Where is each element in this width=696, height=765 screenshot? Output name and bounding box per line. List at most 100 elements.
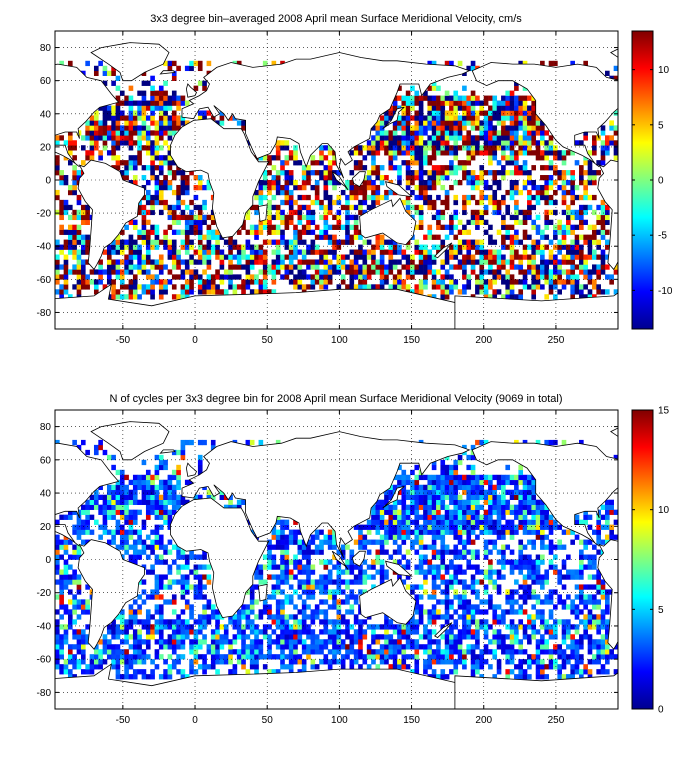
data-cell: [445, 150, 450, 155]
data-cell: [176, 654, 181, 659]
data-cell: [349, 659, 354, 664]
data-cell: [466, 540, 471, 545]
data-cell: [375, 525, 380, 530]
data-cell: [194, 639, 199, 644]
data-cell: [380, 245, 385, 250]
data-cell: [505, 115, 510, 120]
data-cell: [72, 530, 77, 535]
data-cell: [120, 101, 125, 106]
data-cell: [471, 520, 476, 525]
data-cell: [254, 584, 259, 589]
data-cell: [324, 264, 329, 269]
data-cell: [471, 264, 476, 269]
data-cell: [250, 599, 255, 604]
data-cell: [449, 654, 454, 659]
data-cell: [337, 589, 342, 594]
data-cell: [185, 584, 190, 589]
data-cell: [163, 120, 168, 125]
data-cell: [397, 145, 402, 150]
data-cell: [215, 245, 220, 250]
data-cell: [371, 540, 376, 545]
data-cell: [588, 269, 593, 274]
data-cell: [176, 624, 181, 629]
data-cell: [462, 664, 467, 669]
data-cell: [375, 185, 380, 190]
data-cell: [362, 545, 367, 550]
data-cell: [285, 540, 290, 545]
data-cell: [124, 264, 129, 269]
data-cell: [289, 634, 294, 639]
data-cell: [341, 599, 346, 604]
data-cell: [311, 644, 316, 649]
data-cell: [94, 445, 99, 450]
data-cell: [137, 269, 142, 274]
data-cell: [419, 96, 424, 101]
data-cell: [427, 500, 432, 505]
data-cell: [254, 599, 259, 604]
data-cell: [155, 96, 160, 101]
data-cell: [345, 569, 350, 574]
data-cell: [263, 274, 268, 279]
data-cell: [397, 279, 402, 284]
data-cell: [471, 619, 476, 624]
data-cell: [518, 115, 523, 120]
data-cell: [354, 195, 359, 200]
data-cell: [414, 170, 419, 175]
data-cell: [523, 250, 528, 255]
data-cell: [536, 250, 541, 255]
data-cell: [384, 135, 389, 140]
data-cell: [397, 475, 402, 480]
data-cell: [341, 629, 346, 634]
data-cell: [601, 259, 606, 264]
data-cell: [120, 649, 125, 654]
data-cell: [324, 659, 329, 664]
data-cell: [419, 185, 424, 190]
data-cell: [427, 485, 432, 490]
data-cell: [423, 495, 428, 500]
data-cell: [163, 510, 168, 515]
data-cell: [129, 520, 134, 525]
data-cell: [124, 659, 129, 664]
data-cell: [263, 61, 268, 66]
data-cell: [142, 599, 147, 604]
data-cell: [168, 515, 173, 520]
data-cell: [505, 279, 510, 284]
data-cell: [163, 545, 168, 550]
data-cell: [492, 259, 497, 264]
data-cell: [120, 245, 125, 250]
data-cell: [544, 190, 549, 195]
data-cell: [380, 654, 385, 659]
data-cell: [436, 480, 441, 485]
data-cell: [172, 505, 177, 510]
data-cell: [523, 125, 528, 130]
data-cell: [445, 294, 450, 299]
data-cell: [375, 130, 380, 135]
data-cell: [384, 574, 389, 579]
data-cell: [285, 624, 290, 629]
data-cell: [137, 639, 142, 644]
data-cell: [601, 205, 606, 210]
data-cell: [449, 564, 454, 569]
data-cell: [410, 480, 415, 485]
data-cell: [458, 659, 463, 664]
chart-cycle-count: N of cycles per 3x3 degree bin for 2008 …: [0, 393, 696, 726]
data-cell: [176, 264, 181, 269]
data-cell: [315, 269, 320, 274]
data-cell: [272, 530, 277, 535]
data-cell: [549, 195, 554, 200]
data-cell: [285, 170, 290, 175]
data-cell: [267, 604, 272, 609]
data-cell: [124, 634, 129, 639]
data-cell: [419, 140, 424, 145]
data-cell: [211, 289, 216, 294]
data-cell: [458, 569, 463, 574]
data-cell: [466, 150, 471, 155]
data-cell: [462, 240, 467, 245]
data-cell: [518, 220, 523, 225]
data-cell: [168, 495, 173, 500]
data-cell: [202, 609, 207, 614]
data-cell: [583, 195, 588, 200]
data-cell: [345, 195, 350, 200]
data-cell: [159, 145, 164, 150]
data-cell: [440, 259, 445, 264]
